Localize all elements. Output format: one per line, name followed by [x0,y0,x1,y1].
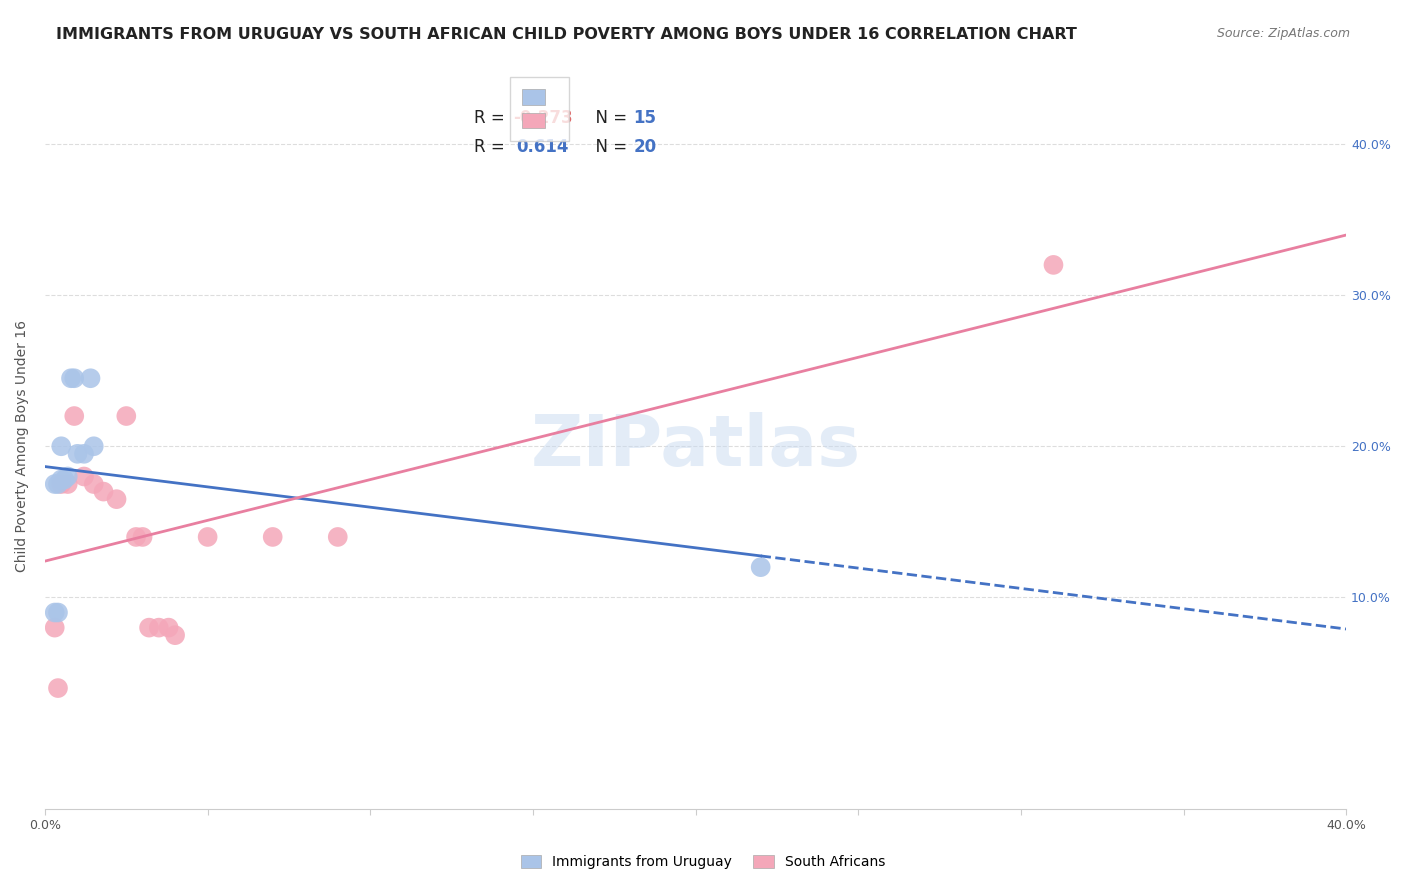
Point [44,621,66,635]
Point [157,621,180,635]
Text: N =: N = [585,138,633,156]
Point [131,530,153,544]
Point [59,371,82,385]
Point [115,409,138,423]
Point [44,606,66,620]
Point [63,409,86,423]
Text: 15: 15 [633,109,657,127]
Point [79,371,101,385]
Point [44,477,66,491]
Point [1042,258,1064,272]
Legend: , : , [509,77,569,141]
Text: R =: R = [474,109,510,127]
Point [262,530,284,544]
Text: 20: 20 [633,138,657,156]
Text: R =: R = [474,138,516,156]
Text: IMMIGRANTS FROM URUGUAY VS SOUTH AFRICAN CHILD POVERTY AMONG BOYS UNDER 16 CORRE: IMMIGRANTS FROM URUGUAY VS SOUTH AFRICAN… [56,27,1077,42]
Text: Source: ZipAtlas.com: Source: ZipAtlas.com [1216,27,1350,40]
Text: ZIPatlas: ZIPatlas [530,412,860,481]
Text: -0.273: -0.273 [513,109,574,127]
Point [165,628,187,642]
Point [46,681,69,695]
Point [46,606,69,620]
Point [197,530,219,544]
Point [326,530,349,544]
Point [73,469,96,483]
Point [56,477,79,491]
Point [51,439,73,453]
Point [63,371,86,385]
Point [56,469,79,483]
Point [73,447,96,461]
Legend: Immigrants from Uruguay, South Africans: Immigrants from Uruguay, South Africans [513,848,893,876]
Point [83,439,105,453]
Point [148,621,170,635]
Point [51,473,73,487]
Point [66,447,89,461]
Point [105,492,128,507]
Point [53,473,76,487]
Point [93,484,115,499]
Point [51,477,73,491]
Text: 0.614: 0.614 [516,138,568,156]
Point [46,477,69,491]
Point [749,560,772,574]
Point [138,621,160,635]
Point [83,477,105,491]
Point [125,530,148,544]
Y-axis label: Child Poverty Among Boys Under 16: Child Poverty Among Boys Under 16 [15,320,30,573]
Text: N =: N = [585,109,633,127]
